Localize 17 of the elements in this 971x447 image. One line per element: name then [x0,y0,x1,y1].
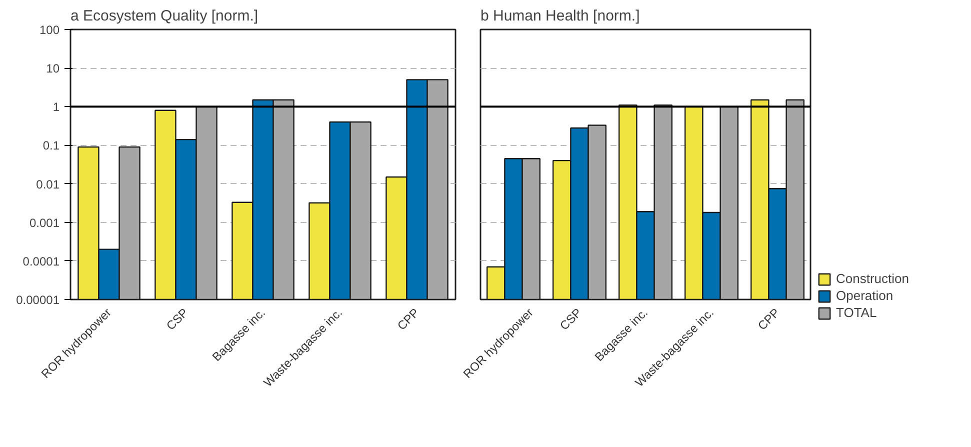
x-tick-label: CSP [557,306,584,333]
y-tick-label: 0.1 [42,138,60,153]
y-tick-label: 0.00001 [16,293,60,307]
legend-label: TOTAL [836,305,877,320]
x-tick-label: CPP [755,306,782,333]
y-tick-label: 10 [46,62,60,76]
legend-label: Operation [836,288,894,303]
legend-label: Construction [836,271,909,286]
y-tick-label: 100 [39,23,60,37]
x-tick-label: CSP [164,306,191,333]
y-tick-label: 0.01 [36,177,60,192]
y-tick-label: 0.0001 [22,254,60,268]
y-tick-label: 0.001 [29,216,60,230]
chart-title: b Human Health [norm.] [480,8,640,24]
x-tick-label: CPP [394,306,422,333]
y-tick-label: 1 [52,100,60,114]
chart-title: a Ecosystem Quality [norm.] [70,8,258,24]
